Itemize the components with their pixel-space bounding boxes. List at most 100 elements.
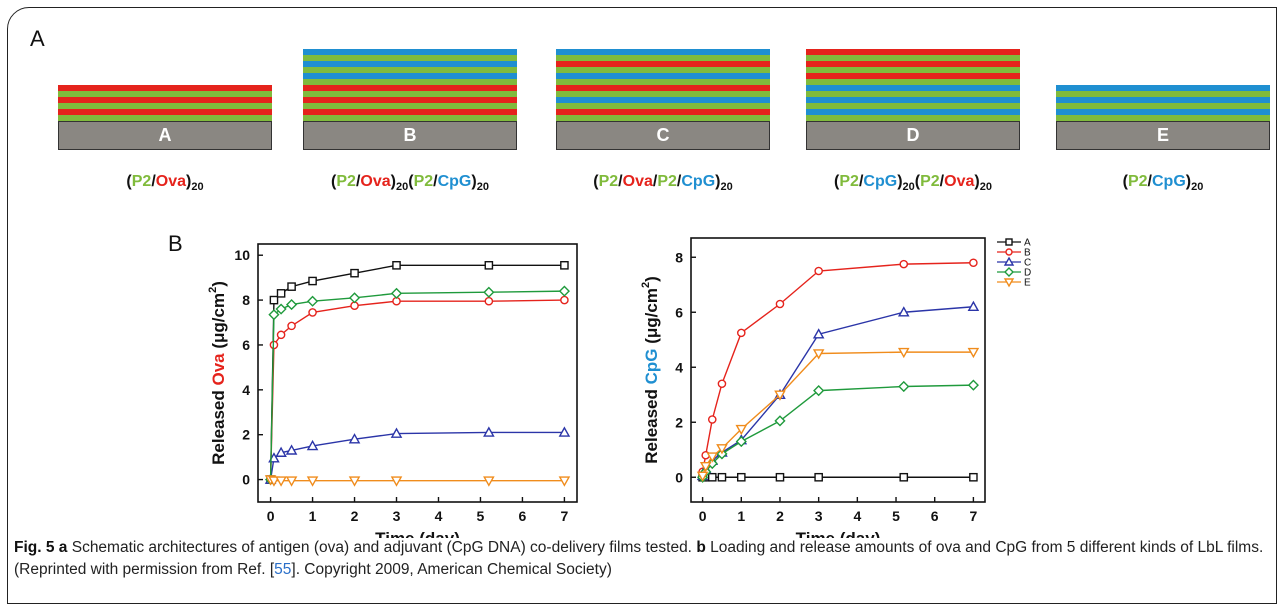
data-point — [483, 476, 495, 487]
x-tick-label: 2 — [351, 508, 359, 524]
formula-part: ) — [897, 173, 903, 190]
formula-part: ( — [834, 173, 840, 190]
legend-label: E — [1024, 278, 1031, 289]
data-point — [484, 261, 494, 270]
series-line — [701, 351, 974, 477]
formula-part: ( — [593, 173, 599, 190]
data-point — [898, 380, 910, 393]
blue-layer — [303, 49, 517, 55]
data-point — [774, 415, 786, 427]
green-layer — [303, 91, 517, 97]
caption-b-letter: b — [696, 539, 706, 556]
x-tick-label: 4 — [853, 508, 861, 524]
panel-a-letter: A — [30, 26, 45, 51]
formula-part: ) — [471, 173, 477, 190]
data-point — [483, 286, 495, 298]
data-point — [276, 289, 286, 298]
data-point — [275, 446, 287, 457]
data-point — [350, 268, 359, 278]
data-point — [716, 444, 728, 455]
red-layer — [303, 85, 517, 91]
film-formula-b: (P2/Ova)20(P2/CpG)20 — [280, 173, 540, 193]
data-point — [306, 439, 319, 451]
green-layer — [58, 115, 272, 121]
red-layer — [556, 85, 770, 91]
data-point — [269, 295, 279, 305]
data-point — [348, 476, 361, 487]
y-axis-label: Released Ova (μg/cm2) — [207, 281, 228, 465]
formula-part: CpG — [863, 173, 898, 190]
y-tick-label: 2 — [242, 427, 250, 443]
data-point — [897, 306, 910, 317]
formula-part: ) — [715, 173, 721, 190]
data-point — [699, 461, 712, 473]
formula-part: / — [858, 173, 864, 190]
cpg-release-chart: 0 1 2 3 4 5 6 7 0 2 4 6 8 Time (day) Released CpG (μg/… — [640, 237, 1031, 538]
green-layer — [303, 55, 517, 61]
formula-part: P2 — [598, 173, 619, 190]
film-stack-a: A — [58, 85, 272, 150]
y-tick-label: 6 — [242, 337, 250, 353]
formula-part: 20 — [1191, 181, 1204, 194]
data-point — [969, 472, 978, 482]
data-point — [1005, 248, 1013, 256]
y-axis-label-part: 2 — [640, 282, 652, 288]
data-point — [696, 471, 709, 482]
formula-part: ( — [914, 173, 921, 190]
green-layer — [806, 103, 1020, 109]
formula-part: P2 — [131, 173, 152, 190]
data-point — [1004, 267, 1014, 277]
data-point — [560, 261, 569, 270]
x-axis-label: Time (day) — [375, 529, 460, 538]
formula-part: ) — [390, 173, 396, 190]
green-layer — [303, 67, 517, 73]
formula-part: 20 — [979, 181, 992, 194]
data-point — [899, 259, 909, 269]
formula-part: / — [1147, 173, 1152, 190]
legend-label: B — [1024, 248, 1031, 259]
data-point — [268, 309, 280, 321]
blue-layer — [556, 49, 770, 55]
data-point — [775, 472, 785, 482]
series-2 — [264, 426, 571, 484]
data-point — [735, 424, 748, 436]
caption-reference-link[interactable]: 55 — [274, 561, 292, 578]
green-layer — [556, 103, 770, 109]
blue-layer — [556, 73, 770, 79]
plot-area — [257, 243, 578, 503]
data-point — [967, 300, 980, 312]
data-point — [814, 472, 823, 482]
green-layer — [303, 103, 517, 109]
x-tick-label: 0 — [699, 508, 707, 524]
caption-b-text: Loading and release amounts of ova and C… — [14, 539, 1264, 578]
data-point — [735, 435, 747, 448]
data-point — [306, 476, 319, 487]
figure-caption: Fig. 5 a Schematic architectures of anti… — [14, 537, 1264, 581]
formula-part: / — [676, 173, 682, 190]
x-tick-label: 5 — [477, 508, 485, 524]
y-tick-label: 8 — [242, 292, 250, 308]
y-tick-label: 4 — [242, 382, 250, 398]
formula-part: 20 — [476, 181, 489, 194]
caption-end-text: ]. Copyright 2009, American Chemical Soc… — [291, 561, 612, 578]
y-axis-label-part: (μg/cm — [209, 293, 228, 353]
green-layer — [303, 115, 517, 121]
green-layer — [556, 67, 770, 73]
data-point — [308, 308, 317, 317]
ova-release-chart: 0 1 2 3 4 5 6 7 0 2 4 6 8 10 Time (day) Released Ova (μ… — [207, 243, 578, 538]
green-layer — [806, 79, 1020, 85]
green-layer — [1056, 115, 1270, 121]
data-point — [812, 349, 825, 360]
data-point — [287, 282, 296, 291]
y-axis-label-part: ) — [642, 276, 661, 282]
y-axis-label-part: ) — [209, 281, 228, 287]
x-tick-label: 7 — [561, 508, 569, 524]
x-tick-label: 5 — [892, 508, 900, 524]
x-tick-label: 1 — [309, 508, 317, 524]
x-tick-label: 6 — [931, 508, 939, 524]
formula-part: P2 — [336, 173, 356, 190]
red-layer — [806, 73, 1020, 79]
legend-label: A — [1024, 238, 1031, 249]
data-point — [707, 472, 717, 482]
